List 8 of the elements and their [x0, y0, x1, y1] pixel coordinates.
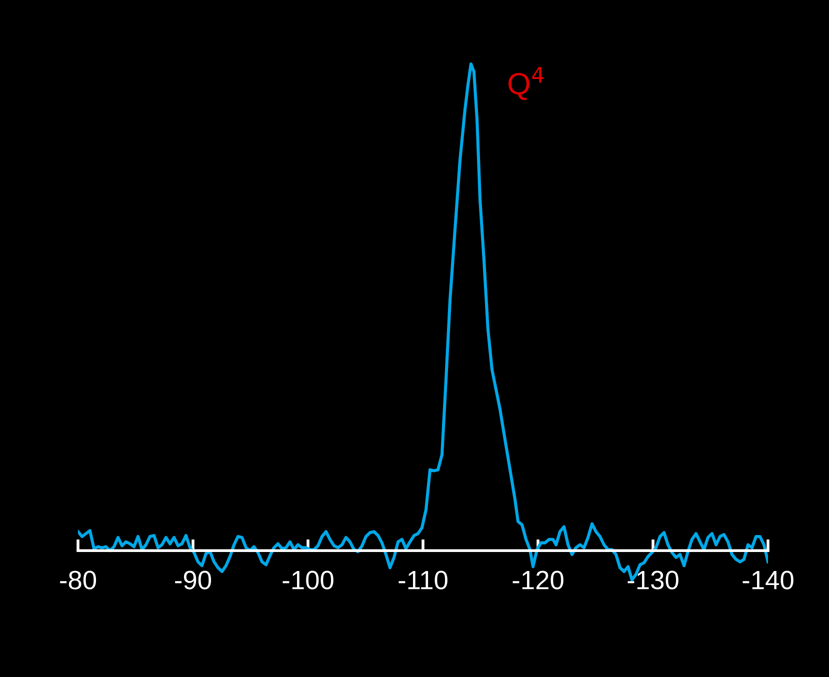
x-tick-label: -110: [398, 570, 448, 590]
x-tick-label: -80: [60, 570, 96, 590]
annotation: Q$^{4}$: [508, 67, 544, 100]
x-tick-label: -120: [512, 570, 564, 590]
x-tick-label: -140: [742, 570, 794, 590]
x-tick-label: -130: [628, 570, 678, 590]
x-tick-label: -100: [282, 570, 334, 590]
x-tick-label: -90: [175, 570, 212, 590]
